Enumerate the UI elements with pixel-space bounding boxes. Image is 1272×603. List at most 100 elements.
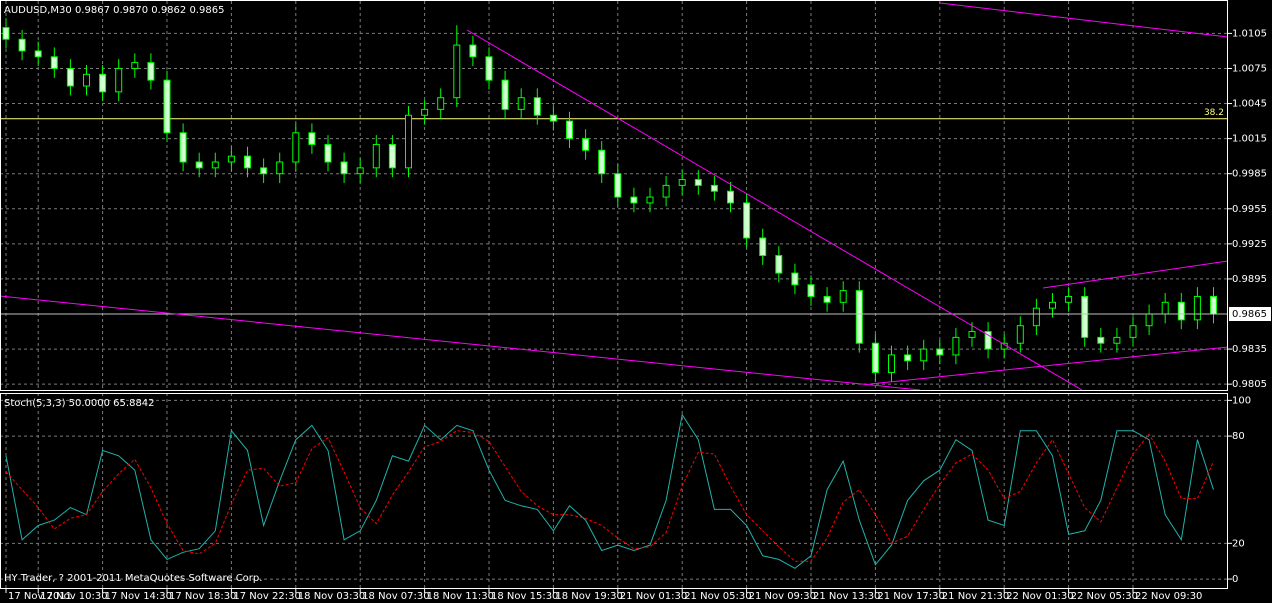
- candle-body: [888, 354, 895, 373]
- candle-body: [517, 97, 525, 110]
- candle-body: [984, 331, 992, 350]
- y-tick-label: 20: [1232, 538, 1245, 549]
- candle-body: [807, 284, 815, 297]
- x-tick-label: 18 Nov 15:30: [491, 591, 558, 602]
- candle-body: [1081, 295, 1089, 338]
- candle-body: [678, 179, 686, 186]
- candle-body: [227, 155, 235, 163]
- stochastic-panel: 100 80 20 0: [0, 393, 1251, 588]
- x-tick-label: 17 Nov 18:30: [169, 591, 236, 602]
- candle-body: [1193, 295, 1201, 321]
- candle-body: [1016, 325, 1024, 344]
- candle-body: [743, 202, 751, 239]
- x-tick-label: 22 Nov 09:30: [1135, 591, 1202, 602]
- candle-body: [163, 79, 171, 134]
- bid-label-box: [1229, 307, 1271, 322]
- y-tick-label: 0.9955: [1232, 204, 1267, 215]
- x-tick-label: 21 Nov 01:30: [620, 591, 687, 602]
- footer: HY Trader, ? 2001-2011 MetaQuotes Softwa…: [4, 573, 262, 584]
- candle-body: [1065, 295, 1073, 303]
- candle-body: [131, 62, 139, 69]
- candle-body: [260, 167, 268, 175]
- candle-body: [179, 132, 187, 163]
- x-tick-label: 17 Nov 2011: [8, 591, 72, 602]
- candle-body: [1032, 307, 1040, 327]
- candle-body: [453, 44, 461, 99]
- candle-body: [34, 50, 42, 58]
- candle-body: [1177, 301, 1185, 321]
- x-tick-label: 22 Nov 05:30: [1071, 591, 1138, 602]
- stochastic-line: [5, 413, 1214, 569]
- y-tick-label: 100: [1232, 395, 1251, 406]
- fibo-label: 38.2: [1204, 108, 1224, 118]
- candle-body: [421, 108, 429, 116]
- candle-body: [920, 348, 928, 362]
- chart-title: AUDUSD,M30 0.9867 0.9870 0.9862 0.9865: [4, 5, 224, 16]
- candle-body: [1097, 336, 1105, 344]
- x-tick-label: 21 Nov 05:30: [684, 591, 751, 602]
- x-tick-label: 18 Nov 03:30: [298, 591, 365, 602]
- candle-body: [533, 97, 541, 116]
- candle-body: [18, 38, 26, 52]
- x-tick-label: 21 Nov 21:30: [942, 591, 1009, 602]
- stochastic-panel-border: [0, 393, 1228, 589]
- candle-body: [968, 331, 976, 338]
- candle-body: [710, 184, 718, 192]
- trendlines: [1, 2, 1227, 390]
- y-tick-label: 0.9925: [1232, 239, 1267, 250]
- x-tick-label: 21 Nov 09:30: [749, 591, 816, 602]
- candle-body: [308, 132, 316, 145]
- x-tick-label: 18 Nov 19:30: [555, 591, 622, 602]
- candle-body: [759, 237, 767, 257]
- y-tick-label: 1.0015: [1232, 134, 1267, 145]
- candle-body: [1161, 301, 1169, 315]
- x-tick-label: 17 Nov 22:30: [233, 591, 300, 602]
- x-tick-label: 17 Nov 10:30: [40, 591, 107, 602]
- candle-body: [727, 190, 734, 204]
- candle-body: [791, 272, 799, 286]
- candle-body: [66, 67, 74, 87]
- x-tick-label: 17 Nov 14:30: [105, 591, 172, 602]
- candle-body: [839, 290, 847, 303]
- candle-body: [485, 56, 493, 81]
- candle-body: [1145, 313, 1153, 327]
- candle-body: [324, 143, 332, 163]
- x-tick-label: 21 Nov 17:30: [877, 591, 944, 602]
- candle-body: [855, 290, 863, 344]
- trendline: [869, 346, 1227, 385]
- candle-body: [1129, 325, 1137, 338]
- candle-body: [211, 161, 219, 169]
- y-tick-label: 0: [1232, 574, 1238, 585]
- candle-body: [1210, 295, 1217, 315]
- candle-body: [99, 73, 107, 93]
- candle-body: [356, 167, 364, 175]
- trendline: [939, 2, 1227, 38]
- candle-body: [195, 161, 203, 169]
- candle-body: [598, 149, 606, 175]
- price-panel-border: [0, 0, 1228, 391]
- candle-body: [630, 196, 638, 204]
- y-tick-label: 0.9835: [1232, 344, 1267, 355]
- candle-body: [83, 73, 90, 87]
- price-panel: 1.0105 1.0075 1.0045 1.0015 0.9985 0.9955 0.99…: [0, 1, 1267, 390]
- y-tick-label: 0.9895: [1232, 274, 1267, 285]
- candle-body: [1113, 336, 1121, 344]
- x-tick-label: 18 Nov 11:30: [427, 591, 494, 602]
- y-tick-label: 0.9985: [1232, 169, 1267, 180]
- y-tick-label: 80: [1232, 431, 1245, 442]
- candle-body: [469, 44, 477, 58]
- y-tick-label: 1.0045: [1232, 99, 1267, 110]
- candle-body: [405, 114, 412, 169]
- candle-body: [662, 184, 670, 198]
- y-tick-label: 1.0075: [1232, 63, 1267, 74]
- candle-body: [437, 97, 445, 110]
- candle-body: [2, 27, 10, 40]
- candle-body: [501, 79, 509, 110]
- candle-body: [775, 255, 783, 274]
- trendline: [466, 29, 1083, 390]
- candle-body: [549, 114, 557, 122]
- candle-body: [244, 155, 251, 169]
- candle-body: [372, 143, 380, 169]
- indicator-title: Stoch(5,3,3) 50.0000 65.8842: [4, 398, 155, 409]
